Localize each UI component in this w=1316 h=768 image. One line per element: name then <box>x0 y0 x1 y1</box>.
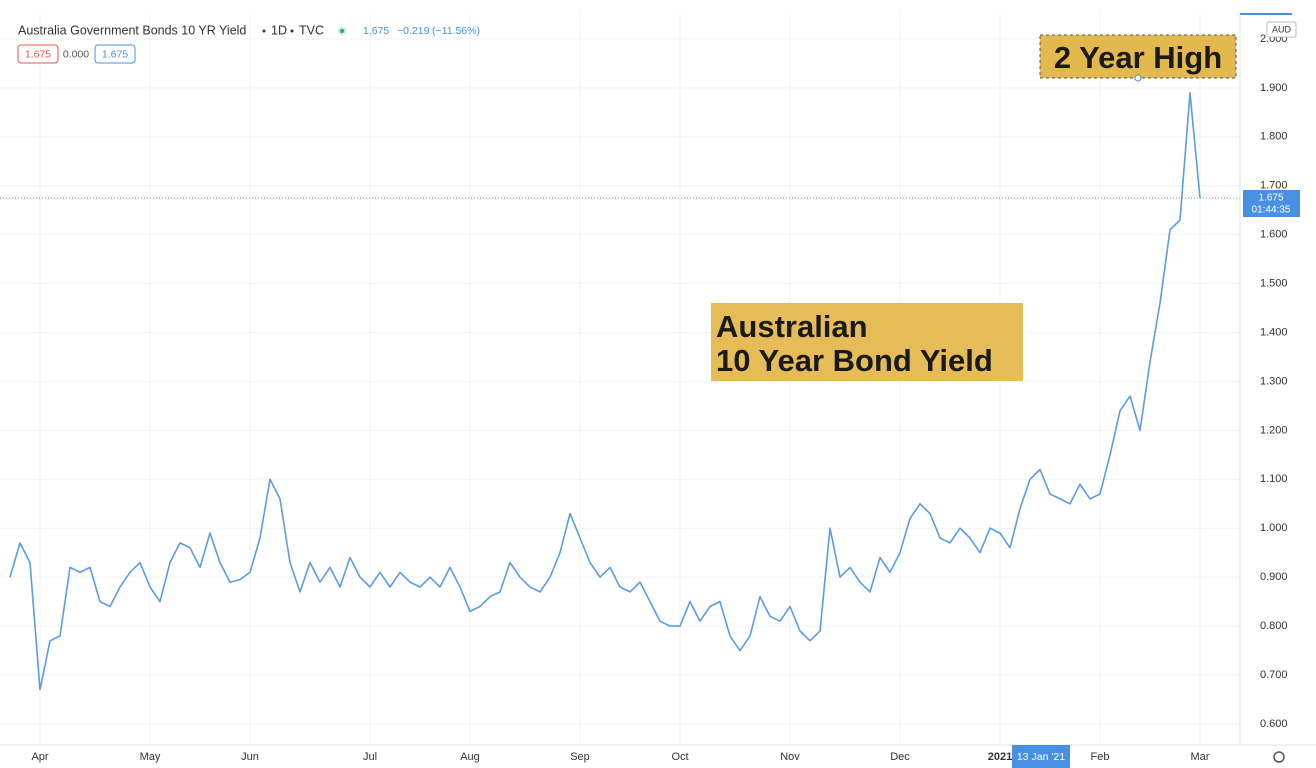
plot <box>0 92 1240 691</box>
separator <box>262 29 266 33</box>
crosshair-date: 13 Jan '21 <box>1017 751 1065 763</box>
crosshair-label <box>1012 745 1070 768</box>
y-tick-label: 1.900 <box>1260 82 1288 94</box>
y-tick-label: 1.100 <box>1260 473 1288 485</box>
last-price: 1.675 <box>363 25 389 37</box>
settings-icon-ring[interactable] <box>1273 751 1285 763</box>
x-tick-label: 2021 <box>988 751 1012 763</box>
price-label-countdown: 01:44:35 <box>1252 205 1291 216</box>
y-tick-label: 1.000 <box>1260 522 1288 534</box>
settings-icon[interactable] <box>1273 751 1285 763</box>
annotation-box[interactable] <box>1039 34 1237 79</box>
y-tick-label: 0.700 <box>1260 669 1288 681</box>
annotation-box[interactable] <box>711 303 1023 381</box>
y-tick-label: 1.300 <box>1260 375 1288 387</box>
buy-price[interactable]: 1.675 <box>102 48 128 60</box>
y-tick-label: 1.400 <box>1260 326 1288 338</box>
price-change-pct: (−11.56%) <box>432 25 480 37</box>
sell-price[interactable]: 1.675 <box>25 48 51 60</box>
x-tick-label: Oct <box>671 751 688 763</box>
series-line <box>9 92 1201 691</box>
x-tick-label: Nov <box>780 751 800 763</box>
x-tick-label: Dec <box>890 751 910 763</box>
x-tick-label: Aug <box>460 751 480 763</box>
annotation-text: 10 Year Bond Yield <box>716 343 993 378</box>
y-tick-label: 0.900 <box>1260 571 1288 583</box>
x-tick-label: Mar <box>1191 751 1210 763</box>
separator <box>290 29 294 33</box>
annotation-text: Australian <box>716 309 868 344</box>
annotation-handle[interactable] <box>1134 74 1142 82</box>
sell-button[interactable] <box>17 44 59 64</box>
x-tick-label: Jul <box>363 751 377 763</box>
annotation-text: 2 Year High <box>1054 40 1222 75</box>
y-tick-label: 1.200 <box>1260 424 1288 436</box>
y-tick-label: 1.800 <box>1260 131 1288 143</box>
x-tick-label: Apr <box>31 751 48 763</box>
currency-box[interactable] <box>1266 21 1297 38</box>
price-label-value: 1.675 <box>1258 193 1283 204</box>
x-tick-label: May <box>140 751 161 763</box>
status-dot <box>340 29 344 33</box>
interval: 1D <box>271 23 287 37</box>
x-tick-label: Sep <box>570 751 590 763</box>
currency[interactable]: AUD <box>1272 24 1292 34</box>
y-tick-label: 0.600 <box>1260 718 1288 730</box>
price-label <box>1243 190 1300 217</box>
y-tick-label: 1.700 <box>1260 180 1288 192</box>
source: TVC <box>299 23 324 37</box>
y-tick-label: 0.800 <box>1260 620 1288 632</box>
buy-button[interactable] <box>94 44 136 64</box>
x-tick-label: Feb <box>1091 751 1110 763</box>
price-change: −0.219 <box>397 25 430 37</box>
y-tick-label: 1.600 <box>1260 229 1288 241</box>
x-tick-label: Jun <box>241 751 259 763</box>
y-tick-label: 1.500 <box>1260 278 1288 290</box>
chart-title: Australia Government Bonds 10 YR Yield <box>18 23 246 37</box>
spread: 0.000 <box>63 48 89 60</box>
